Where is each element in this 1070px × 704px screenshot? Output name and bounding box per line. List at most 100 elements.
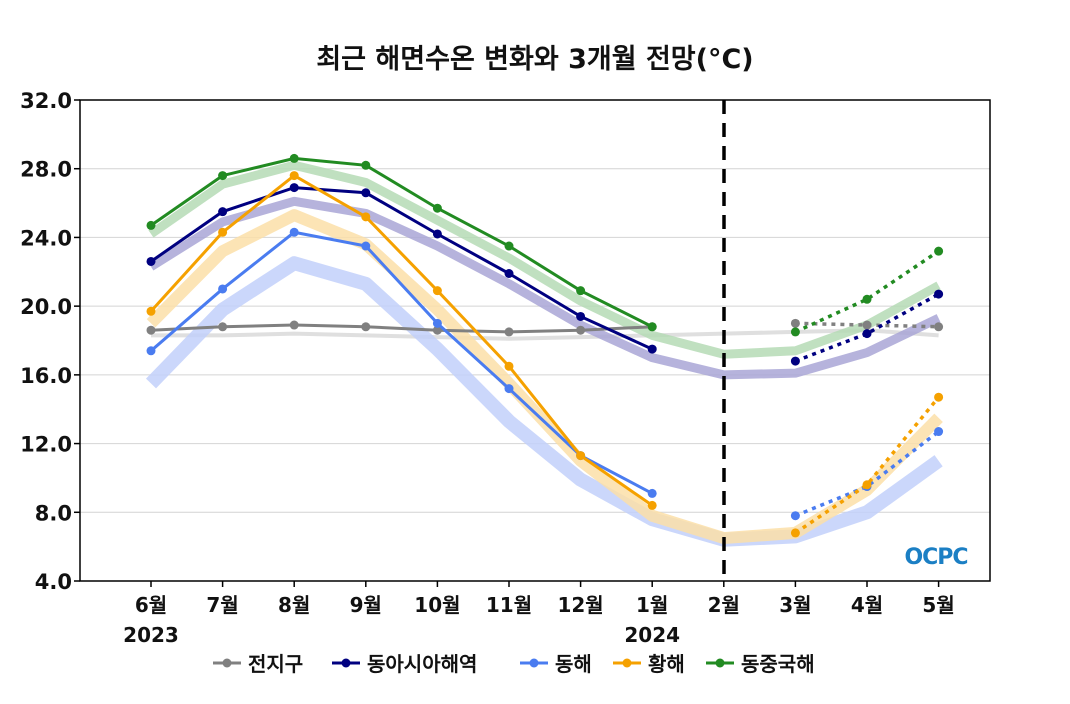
forecast-point: [862, 480, 872, 490]
observed-point: [289, 320, 299, 330]
observed-point: [146, 256, 156, 266]
observed-point: [361, 188, 371, 198]
legend-label: 동해: [555, 652, 592, 676]
x-tick-label: 5월: [922, 593, 954, 617]
climatology-band-0: [151, 328, 939, 341]
observed-point: [146, 346, 156, 356]
observed-point: [432, 203, 442, 213]
x-tick-label: 8월: [278, 593, 310, 617]
plot-frame: [79, 99, 991, 582]
forecast-point: [934, 322, 944, 332]
observed-point: [361, 212, 371, 222]
observed-point: [289, 171, 299, 181]
observed-point: [504, 361, 514, 371]
legend-marker: [715, 658, 725, 668]
legend-marker: [222, 658, 232, 668]
observed-point: [361, 322, 371, 332]
y-tick-label: 24.0: [20, 226, 72, 250]
observed-point: [432, 325, 442, 335]
x-tick-label: 1월: [636, 593, 668, 617]
legend-label: 동중국해: [741, 652, 815, 676]
y-tick-label: 4.0: [35, 570, 72, 594]
forecast-line-4: [794, 249, 940, 334]
observed-point: [576, 451, 586, 461]
observed-point: [218, 207, 228, 217]
observed-point: [432, 286, 442, 296]
forecast-point: [934, 427, 944, 437]
observed-point: [289, 153, 299, 163]
x-tick-label: 7월: [206, 593, 238, 617]
observed-point: [289, 227, 299, 237]
observed-point: [432, 229, 442, 239]
x-tick-label: 2월: [708, 593, 740, 617]
observed-point: [576, 325, 586, 335]
x-tick-label: 6월: [135, 593, 167, 617]
ocpc-logo: OCPC: [904, 545, 967, 570]
forecast-line-0: [795, 321, 939, 329]
observed-point: [218, 227, 228, 237]
forecast-point: [790, 318, 800, 328]
year-label: 2024: [624, 623, 680, 647]
forecast-point: [934, 392, 944, 402]
observed-point: [146, 325, 156, 335]
observed-point: [289, 183, 299, 193]
x-tick-label: 4월: [851, 593, 883, 617]
legend: 전지구 동아시아해역 동해 황해 동중국해: [213, 652, 815, 676]
forecast-point: [862, 329, 872, 339]
x-tick-label: 12월: [557, 593, 603, 617]
forecast-point: [790, 327, 800, 337]
legend-marker: [529, 658, 539, 668]
climatology-band-4: [148, 160, 941, 359]
legend-marker: [622, 658, 632, 668]
chart-title: 최근 해면수온 변화와 3개월 전망(°C): [316, 44, 753, 75]
observed-line-1: [150, 186, 653, 351]
observed-point: [647, 322, 657, 332]
legend-label: 전지구: [248, 652, 303, 676]
x-tick-label: 11월: [486, 593, 532, 617]
forecast-point: [862, 320, 872, 330]
year-label: 2023: [123, 623, 179, 647]
observed-point: [504, 269, 514, 279]
x-axis: 6월 7월 8월 9월 10월 11월 12월 1월 2월 3월 4월 5월 2023 2024: [123, 581, 955, 647]
legend-label: 동아시아해역: [367, 652, 477, 676]
y-tick-label: 28.0: [20, 158, 72, 182]
observed-point: [504, 384, 514, 394]
y-tick-label: 16.0: [20, 364, 72, 388]
y-axis: 4.0 8.0 12.0 16.0 20.0 24.0 28.0 32.0: [20, 89, 80, 594]
observed-point: [218, 171, 228, 181]
observed-line-3: [149, 173, 654, 507]
observed-point: [504, 327, 514, 337]
observed-point: [146, 306, 156, 316]
observed-point: [432, 318, 442, 328]
forecast-line-3: [794, 396, 940, 535]
forecast-point: [862, 294, 872, 304]
observed-point: [576, 311, 586, 321]
observed-point: [146, 220, 156, 230]
forecast-line-2: [794, 430, 940, 518]
observed-point: [218, 322, 228, 332]
y-tick-label: 8.0: [35, 501, 72, 525]
x-tick-label: 9월: [350, 593, 382, 617]
legend-label: 황해: [648, 652, 685, 676]
forecast-point: [790, 528, 800, 538]
observed-point: [647, 500, 657, 510]
x-tick-label: 3월: [779, 593, 811, 617]
forecast-point: [790, 356, 800, 366]
forecast-point: [934, 246, 944, 256]
x-tick-label: 10월: [414, 593, 460, 617]
legend-marker: [341, 658, 351, 668]
climatology-band-1: [148, 196, 941, 380]
grid-lines: [80, 168, 990, 513]
y-tick-label: 12.0: [20, 433, 72, 457]
observed-point: [361, 160, 371, 170]
y-tick-label: 32.0: [20, 89, 72, 113]
observed-line-4: [150, 156, 653, 329]
climatology-band-3: [146, 209, 943, 545]
observed-point: [361, 241, 371, 251]
observed-line-0: [150, 323, 653, 334]
observed-point: [218, 284, 228, 294]
y-tick-label: 20.0: [20, 295, 72, 319]
observed-point: [576, 286, 586, 296]
climatology-bands: [145, 160, 943, 547]
